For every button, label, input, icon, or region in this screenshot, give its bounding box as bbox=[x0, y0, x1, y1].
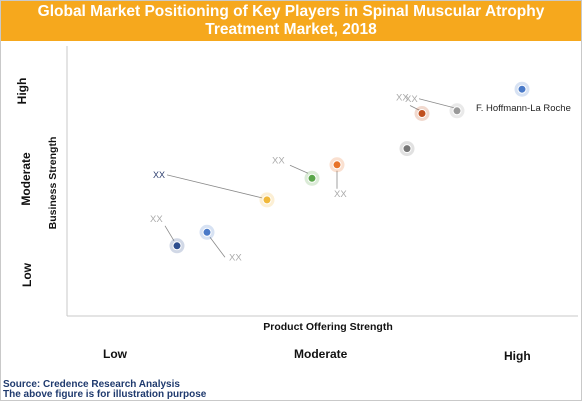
point-label: XX bbox=[229, 252, 242, 263]
title-line-1: Global Market Positioning of Key Players… bbox=[37, 3, 545, 20]
chart-title: Global Market Positioning of Key Players… bbox=[1, 1, 581, 41]
data-point bbox=[262, 195, 272, 205]
x-level-high: High bbox=[504, 349, 531, 363]
point-label: XX bbox=[405, 94, 418, 105]
point-label: F. Hoffmann-La Roche bbox=[476, 103, 571, 114]
x-level-moderate: Moderate bbox=[294, 347, 348, 361]
point-label: XX bbox=[150, 214, 163, 225]
point-label: XX bbox=[272, 155, 285, 166]
data-point bbox=[402, 144, 412, 154]
data-point bbox=[332, 160, 342, 170]
illustration-note: The above figure is for illustration pur… bbox=[3, 389, 207, 400]
point-label: XX bbox=[396, 93, 409, 104]
data-point bbox=[202, 227, 212, 237]
leader-line bbox=[166, 174, 263, 199]
data-points bbox=[169, 81, 530, 254]
x-level-low: Low bbox=[103, 347, 127, 361]
data-point bbox=[452, 106, 462, 116]
data-point bbox=[307, 173, 317, 183]
point-label: XX bbox=[334, 189, 347, 200]
leader-line bbox=[409, 105, 421, 111]
axes bbox=[66, 46, 578, 317]
leader-lines bbox=[164, 98, 455, 258]
x-axis-label: Product Offering Strength bbox=[263, 321, 393, 333]
data-point bbox=[172, 241, 182, 251]
y-level-moderate: Moderate bbox=[19, 152, 33, 206]
title-line-2: Treatment Market, 2018 bbox=[205, 21, 377, 38]
source-note: Source: Credence Research Analysis bbox=[3, 379, 180, 390]
leader-line bbox=[289, 164, 309, 174]
y-level-high: High bbox=[15, 77, 29, 105]
leader-line bbox=[418, 98, 455, 109]
data-point bbox=[417, 109, 427, 118]
leader-line bbox=[164, 225, 175, 242]
data-point bbox=[517, 84, 527, 94]
leader-line bbox=[209, 237, 226, 258]
point-label: XX bbox=[153, 170, 165, 180]
y-axis-label: Business Strength bbox=[47, 137, 59, 230]
y-level-low: Low bbox=[20, 263, 34, 287]
